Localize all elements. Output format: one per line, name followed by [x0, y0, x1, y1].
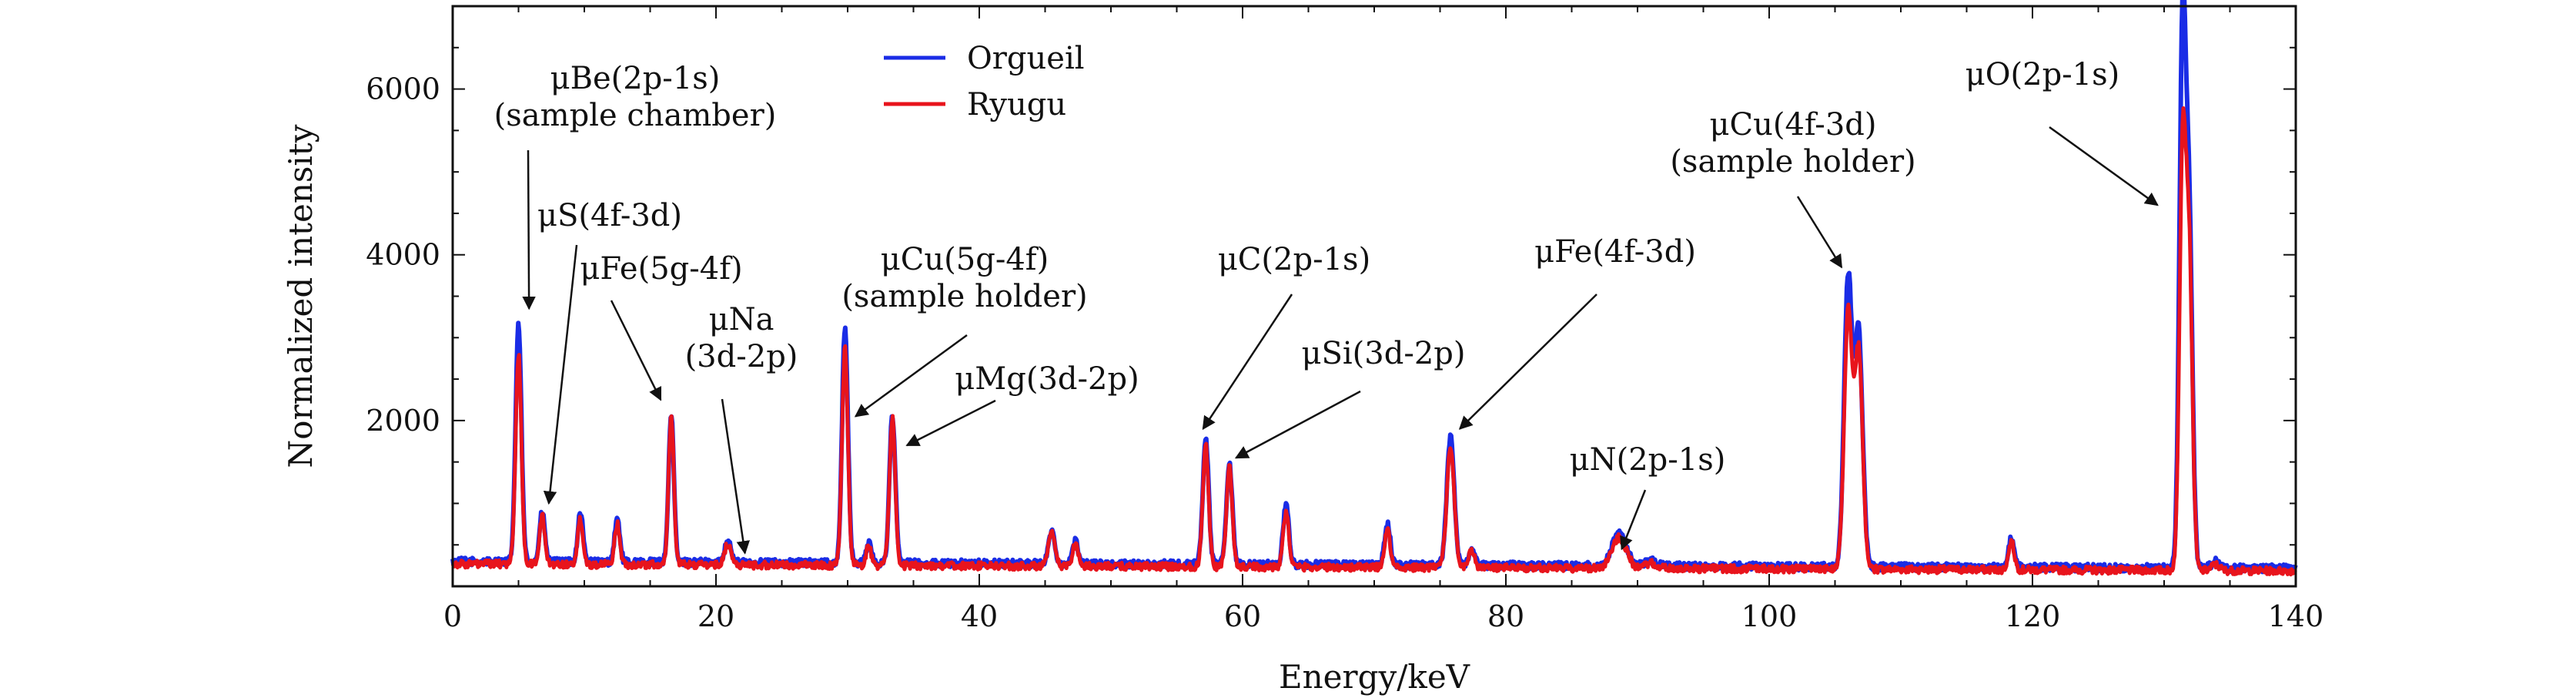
annotation-label: (3d-2p)	[685, 339, 798, 374]
annotation-arrow	[721, 398, 750, 555]
annotation-label: μBe(2p-1s)	[550, 61, 721, 96]
plot-frame	[451, 5, 2297, 588]
y-tick-label: 6000	[366, 72, 440, 106]
x-tick-label: 0	[443, 599, 462, 633]
annotation-label: μCu(4f-3d)	[1710, 107, 1877, 143]
x-tick-label: 120	[2005, 599, 2061, 633]
annotation-arrow	[1202, 294, 1293, 431]
annotation-label: μCu(5g-4f)	[881, 242, 1049, 277]
legend-label-orgueil: Orgueil	[967, 41, 1085, 76]
legend: Orgueil Ryugu	[884, 41, 1085, 122]
x-tick-label: 80	[1487, 599, 1524, 633]
annotation-label: (sample chamber)	[494, 98, 777, 133]
annotation-label: μFe(5g-4f)	[580, 251, 742, 287]
x-tick-label: 60	[1224, 599, 1261, 633]
annotation-label: μO(2p-1s)	[1965, 57, 2120, 92]
annotation-arrow	[1234, 390, 1361, 459]
y-axis-label: Normalized intensity	[282, 124, 319, 468]
annotation-arrow	[2049, 126, 2159, 206]
annotation-arrow	[1620, 489, 1647, 551]
tick-labels: 0 20 40 60 80 100 120 140 2000 4000 6000	[366, 72, 2323, 633]
annotation-label: μFe(4f-3d)	[1534, 234, 1696, 270]
annotation-arrow	[1796, 196, 1843, 269]
annotation-label: μN(2p-1s)	[1570, 442, 1726, 478]
annotation-arrow	[522, 149, 536, 310]
series-line-ryugu	[450, 106, 2297, 577]
x-tick-label: 140	[2268, 599, 2324, 633]
x-axis-label: Energy/keV	[1279, 658, 1470, 696]
x-tick-label: 40	[961, 599, 998, 633]
x-tick-label: 100	[1741, 599, 1798, 633]
annotation-label: μMg(3d-2p)	[955, 361, 1139, 397]
annotation-label: μNa	[709, 302, 774, 337]
annotation-arrow	[543, 244, 578, 505]
annotation-label: μC(2p-1s)	[1218, 242, 1370, 277]
annotation-arrow	[854, 334, 968, 418]
y-tick-label: 4000	[366, 238, 440, 272]
annotation-label: μSi(3d-2p)	[1301, 336, 1465, 371]
series-layer	[450, 0, 2298, 577]
annotations: μBe(2p-1s)(sample chamber) μS(4f-3d) μFe(5…	[494, 57, 2159, 555]
annotation-arrow	[905, 399, 996, 447]
annotation-arrow	[610, 300, 662, 401]
y-tick-label: 2000	[366, 404, 440, 438]
annotation-label: (sample holder)	[841, 279, 1087, 314]
x-tick-label: 20	[698, 599, 734, 633]
legend-label-ryugu: Ryugu	[967, 87, 1066, 122]
annotation-label: (sample holder)	[1670, 144, 1915, 180]
annotation-arrow	[1458, 294, 1597, 430]
annotation-label: μS(4f-3d)	[537, 198, 682, 233]
